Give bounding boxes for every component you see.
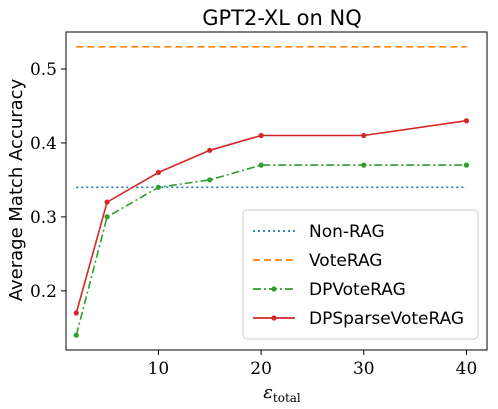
data-point-dpvoterag <box>104 214 110 220</box>
data-point-dpvoterag <box>463 162 470 168</box>
x-axis-label-subscript: total <box>273 391 301 405</box>
legend-label-voterag: VoteRAG <box>309 251 382 271</box>
y-tick-label: 0.3 <box>30 208 57 228</box>
x-tick-label: 30 <box>353 359 375 379</box>
x-axis-label: εtotal <box>263 382 301 405</box>
data-point-dpsparsevoterag <box>361 132 367 139</box>
x-axis-label-main: ε <box>263 382 273 403</box>
data-point-dpsparsevoterag <box>258 132 264 139</box>
legend-label-dpvoterag: DPVoteRAG <box>309 280 406 300</box>
legend-label-dpsparsevoterag: DPSparseVoteRAG <box>309 309 464 329</box>
y-tick-label: 0.5 <box>30 60 57 80</box>
data-point-dpvoterag <box>207 177 213 183</box>
data-point-dpvoterag <box>258 162 264 168</box>
legend: Non-RAG VoteRAG DPVoteRAG DPSparseVoteRAG <box>242 209 479 340</box>
data-point-dpsparsevoterag <box>155 169 162 176</box>
x-tick-label: 10 <box>148 359 170 379</box>
y-tick-label: 0.2 <box>30 282 57 302</box>
data-point-dpsparsevoterag <box>207 147 213 153</box>
plot-area <box>73 45 470 338</box>
data-point-dpsparsevoterag <box>73 310 79 316</box>
data-point-dpsparsevoterag <box>104 199 110 205</box>
x-tick-label: 20 <box>250 359 272 379</box>
legend-label-non-rag: Non-RAG <box>309 222 385 242</box>
legend-box <box>242 209 479 340</box>
legend-marker <box>271 286 277 292</box>
data-point-dpvoterag <box>361 162 367 168</box>
chart-title: GPT2-XL on NQ <box>202 6 362 30</box>
y-tick-label: 0.4 <box>30 134 57 154</box>
x-tick-label: 40 <box>456 359 478 379</box>
data-point-dpvoterag <box>73 332 79 338</box>
data-point-dpvoterag <box>155 184 162 190</box>
axis-ticks: 10 20 30 40 0.2 0.3 0.4 0.5 <box>30 60 477 379</box>
axes-frame <box>65 31 488 351</box>
y-axis-label: Average Match Accuracy <box>6 78 27 301</box>
data-point-dpsparsevoterag <box>463 118 470 124</box>
legend-marker <box>271 315 277 321</box>
